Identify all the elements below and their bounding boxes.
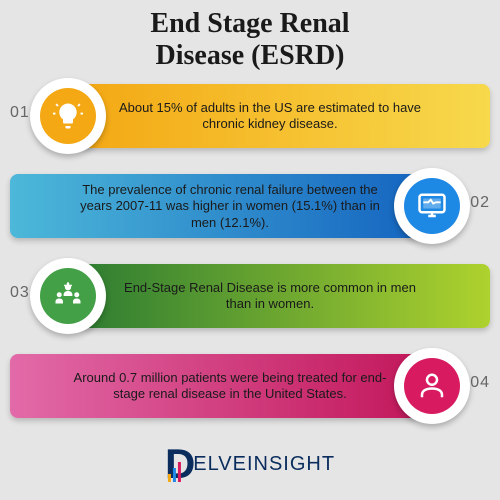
info-item-04: Around 0.7 million patients were being t… bbox=[10, 346, 490, 428]
info-circle bbox=[394, 168, 470, 244]
people-icon bbox=[53, 281, 83, 311]
info-banner: End-Stage Renal Disease is more common i… bbox=[80, 264, 490, 328]
info-banner: About 15% of adults in the US are estima… bbox=[80, 84, 490, 148]
title-line2: Disease (ESRD) bbox=[20, 40, 480, 72]
logo-bar bbox=[173, 468, 176, 482]
info-circle-inner bbox=[40, 268, 96, 324]
infographic-items: About 15% of adults in the US are estima… bbox=[0, 76, 500, 428]
title-line1: End Stage Renal bbox=[20, 8, 480, 40]
info-number: 02 bbox=[470, 194, 490, 212]
info-banner: Around 0.7 million patients were being t… bbox=[10, 354, 420, 418]
info-item-01: About 15% of adults in the US are estima… bbox=[10, 76, 490, 158]
logo-letter-d: D bbox=[165, 440, 195, 488]
info-text: About 15% of adults in the US are estima… bbox=[110, 100, 430, 133]
logo-text: ELVEINSIGHT bbox=[193, 453, 335, 476]
info-circle bbox=[30, 258, 106, 334]
info-text: End-Stage Renal Disease is more common i… bbox=[110, 280, 430, 313]
lightbulb-icon bbox=[53, 101, 83, 131]
info-text: Around 0.7 million patients were being t… bbox=[70, 370, 390, 403]
monitor-icon bbox=[417, 191, 447, 221]
info-text: The prevalence of chronic renal failure … bbox=[70, 182, 390, 231]
info-item-03: End-Stage Renal Disease is more common i… bbox=[10, 256, 490, 338]
logo-bars bbox=[168, 462, 181, 482]
info-number: 03 bbox=[10, 284, 30, 302]
info-circle-inner bbox=[40, 88, 96, 144]
info-circle-inner bbox=[404, 178, 460, 234]
info-circle bbox=[394, 348, 470, 424]
info-banner: The prevalence of chronic renal failure … bbox=[10, 174, 420, 238]
info-number: 04 bbox=[470, 374, 490, 392]
info-circle bbox=[30, 78, 106, 154]
logo-bar bbox=[168, 474, 171, 482]
page-title: End Stage Renal Disease (ESRD) bbox=[0, 0, 500, 76]
logo-bar bbox=[178, 462, 181, 482]
info-item-02: The prevalence of chronic renal failure … bbox=[10, 166, 490, 248]
info-number: 01 bbox=[10, 104, 30, 122]
info-circle-inner bbox=[404, 358, 460, 414]
logo: D ELVEINSIGHT bbox=[165, 440, 335, 488]
person-icon bbox=[417, 371, 447, 401]
